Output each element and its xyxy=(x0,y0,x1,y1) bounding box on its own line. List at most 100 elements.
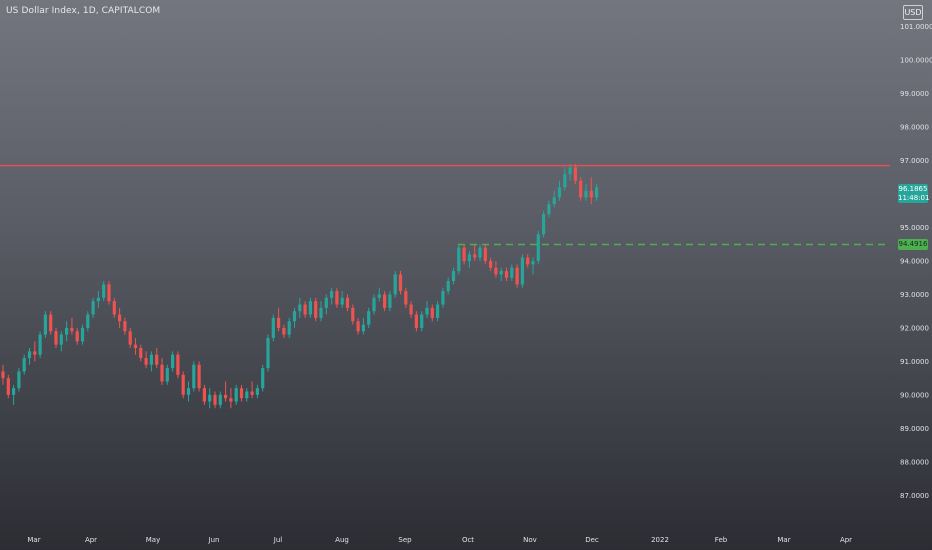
candle-body[interactable] xyxy=(133,344,138,349)
candle-body[interactable] xyxy=(292,311,297,322)
candle-body[interactable] xyxy=(367,311,371,325)
candle-body[interactable] xyxy=(595,187,599,198)
candle-body[interactable] xyxy=(515,267,519,285)
candle-body[interactable] xyxy=(478,247,482,258)
candle-body[interactable] xyxy=(457,247,461,272)
candle-body[interactable] xyxy=(250,391,254,395)
candle-body[interactable] xyxy=(128,331,132,345)
candle-body[interactable] xyxy=(282,327,286,335)
candle-body[interactable] xyxy=(186,388,191,395)
candle-body[interactable] xyxy=(277,317,281,328)
candle-body[interactable] xyxy=(165,368,169,382)
candle-body[interactable] xyxy=(552,197,556,205)
candle-body[interactable] xyxy=(54,331,58,345)
candle-body[interactable] xyxy=(504,271,509,278)
candle-body[interactable] xyxy=(298,304,302,312)
candle-body[interactable] xyxy=(451,271,456,282)
candle-body[interactable] xyxy=(393,274,397,295)
candle-body[interactable] xyxy=(409,304,413,315)
candle-body[interactable] xyxy=(75,331,79,342)
candle-body[interactable] xyxy=(224,394,228,399)
candle-body[interactable] xyxy=(49,314,53,332)
candle-body[interactable] xyxy=(510,267,514,278)
candle-body[interactable] xyxy=(467,254,471,261)
candle-body[interactable] xyxy=(261,368,265,389)
candle-body[interactable] xyxy=(271,317,275,338)
candle-body[interactable] xyxy=(377,294,381,298)
candle-body[interactable] xyxy=(462,247,466,261)
candle-body[interactable] xyxy=(234,388,238,402)
candle-body[interactable] xyxy=(80,327,85,342)
candle-body[interactable] xyxy=(388,294,392,308)
candle-body[interactable] xyxy=(425,307,429,315)
currency-button[interactable]: USD xyxy=(903,5,923,20)
candle-body[interactable] xyxy=(430,307,434,318)
candle-body[interactable] xyxy=(229,398,233,402)
candle-body[interactable] xyxy=(107,284,111,302)
candle-body[interactable] xyxy=(192,364,196,389)
candle-body[interactable] xyxy=(573,167,577,181)
candle-body[interactable] xyxy=(579,180,583,198)
candle-body[interactable] xyxy=(383,294,387,308)
candle-body[interactable] xyxy=(17,371,21,389)
candle-body[interactable] xyxy=(208,394,212,402)
candle-body[interactable] xyxy=(319,307,323,318)
candle-body[interactable] xyxy=(38,334,42,355)
candle-body[interactable] xyxy=(536,234,540,261)
candle-body[interactable] xyxy=(303,304,307,315)
candle-body[interactable] xyxy=(356,321,360,332)
candle-body[interactable] xyxy=(420,314,424,328)
candle-body[interactable] xyxy=(171,354,175,369)
candle-body[interactable] xyxy=(33,351,37,355)
candle-body[interactable] xyxy=(1,371,5,379)
candle-body[interactable] xyxy=(102,284,106,298)
candle-body[interactable] xyxy=(489,261,493,268)
candle-body[interactable] xyxy=(589,190,593,198)
candle-body[interactable] xyxy=(568,167,572,174)
candle-body[interactable] xyxy=(351,307,355,322)
candle-body[interactable] xyxy=(118,314,122,322)
candle-body[interactable] xyxy=(287,321,291,335)
candle-body[interactable] xyxy=(43,314,47,335)
candle-body[interactable] xyxy=(86,314,90,328)
candle-body[interactable] xyxy=(160,364,164,382)
candle-body[interactable] xyxy=(494,267,498,275)
candle-body[interactable] xyxy=(245,391,249,399)
candle-body[interactable] xyxy=(96,297,100,302)
candle-body[interactable] xyxy=(446,281,450,292)
candle-body[interactable] xyxy=(181,374,185,395)
candle-body[interactable] xyxy=(202,388,206,402)
candle-body[interactable] xyxy=(314,301,318,318)
candle-body[interactable] xyxy=(149,354,153,365)
candle-body[interactable] xyxy=(266,337,270,369)
candle-body[interactable] xyxy=(144,358,148,365)
candle-body[interactable] xyxy=(255,388,259,395)
candle-body[interactable] xyxy=(372,297,376,312)
candle-body[interactable] xyxy=(123,321,127,332)
candle-body[interactable] xyxy=(22,358,26,372)
candle-body[interactable] xyxy=(59,334,63,345)
candle-body[interactable] xyxy=(139,348,143,359)
candle-body[interactable] xyxy=(483,247,487,261)
candle-body[interactable] xyxy=(340,297,344,305)
symbol-title[interactable]: US Dollar Index, 1D, CAPITALCOM xyxy=(6,6,161,16)
candle-body[interactable] xyxy=(542,214,546,235)
candle-body[interactable] xyxy=(547,204,551,215)
candle-body[interactable] xyxy=(330,291,334,298)
candle-body[interactable] xyxy=(404,291,408,305)
candle-body[interactable] xyxy=(414,314,418,328)
candle-body[interactable] xyxy=(584,190,588,198)
candle-body[interactable] xyxy=(531,261,535,265)
candle-body[interactable] xyxy=(345,297,350,308)
candle-body[interactable] xyxy=(398,274,403,292)
candle-body[interactable] xyxy=(361,324,365,332)
candle-body[interactable] xyxy=(6,378,10,395)
candle-body[interactable] xyxy=(91,301,95,315)
candle-body[interactable] xyxy=(335,291,339,305)
candle-body[interactable] xyxy=(218,394,222,405)
candle-body[interactable] xyxy=(499,271,503,275)
candle-body[interactable] xyxy=(441,291,445,305)
candle-body[interactable] xyxy=(557,187,562,198)
